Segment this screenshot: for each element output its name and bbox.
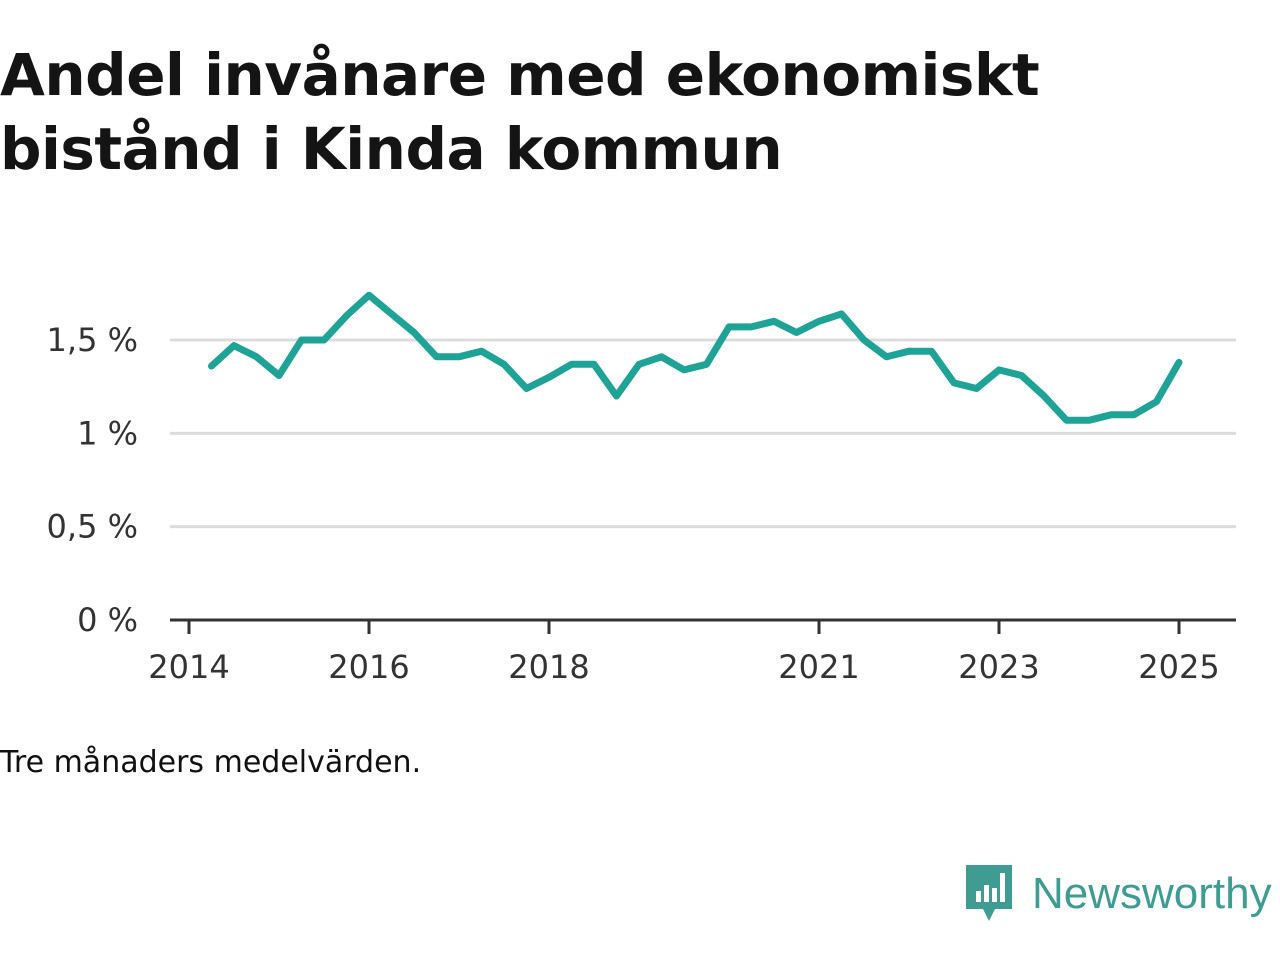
y-tick-label: 1 % [77, 414, 138, 452]
x-tick-label: 2016 [328, 648, 409, 686]
series-line [208, 291, 1183, 424]
x-tick-label: 2023 [958, 648, 1039, 686]
x-axis: 2014 2016 2018 2021 2023 2025 [148, 618, 1236, 686]
series-group [208, 291, 1183, 424]
y-tick-label: 0,5 % [47, 508, 138, 546]
newsworthy-logo-icon [966, 865, 1012, 921]
line-chart: 0 % 0,5 % 1 % 1,5 % 2014 2016 2018 2021 2023 202… [47, 291, 1236, 686]
grid-lines [170, 338, 1236, 529]
brand-name: Newsworthy [1032, 869, 1272, 918]
y-tick-label: 1,5 % [47, 321, 138, 359]
brand-logo[interactable]: Newsworthy [964, 862, 1272, 926]
y-axis-labels: 0 % 0,5 % 1 % 1,5 % [47, 321, 138, 639]
x-tick-label: 2021 [778, 648, 859, 686]
x-tick-label: 2025 [1138, 648, 1219, 686]
y-tick-label: 0 % [77, 601, 138, 639]
x-tick-label: 2018 [508, 648, 589, 686]
chart-title: Andel invånare med ekonomiskt bistånd i … [0, 41, 1040, 183]
x-tick-label: 2014 [148, 648, 229, 686]
chart-note: Tre månaders medelvärden. [0, 745, 422, 780]
